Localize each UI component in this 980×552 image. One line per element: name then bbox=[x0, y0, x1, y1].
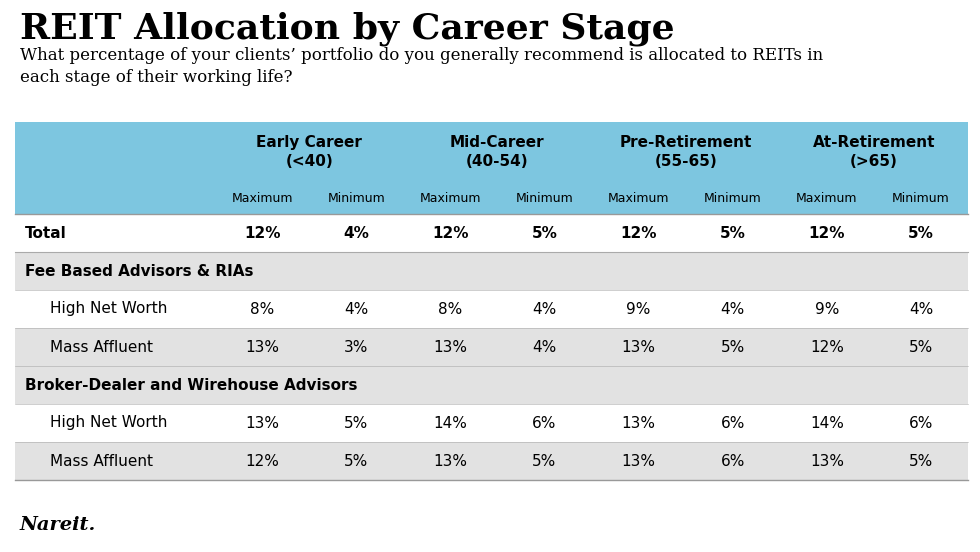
Text: Maximum: Maximum bbox=[796, 192, 858, 204]
Text: 5%: 5% bbox=[908, 454, 933, 469]
Text: High Net Worth: High Net Worth bbox=[50, 416, 168, 431]
Text: Fee Based Advisors & RIAs: Fee Based Advisors & RIAs bbox=[25, 263, 254, 279]
Text: 8%: 8% bbox=[438, 301, 463, 316]
Text: 6%: 6% bbox=[532, 416, 557, 431]
Text: 4%: 4% bbox=[720, 301, 745, 316]
Text: 5%: 5% bbox=[908, 339, 933, 354]
Text: Maximum: Maximum bbox=[231, 192, 293, 204]
Text: 12%: 12% bbox=[432, 226, 468, 241]
Bar bbox=[15, 290, 968, 328]
Text: 6%: 6% bbox=[908, 416, 933, 431]
Text: 5%: 5% bbox=[531, 226, 558, 241]
Text: 4%: 4% bbox=[343, 226, 369, 241]
Text: 12%: 12% bbox=[620, 226, 657, 241]
Bar bbox=[15, 122, 968, 214]
Text: Minimum: Minimum bbox=[327, 192, 385, 204]
Text: 4%: 4% bbox=[532, 339, 557, 354]
Text: Total: Total bbox=[25, 226, 67, 241]
Text: 5%: 5% bbox=[344, 416, 368, 431]
Text: 5%: 5% bbox=[720, 339, 745, 354]
Text: 13%: 13% bbox=[245, 339, 279, 354]
Text: 13%: 13% bbox=[621, 339, 656, 354]
Text: Broker-Dealer and Wirehouse Advisors: Broker-Dealer and Wirehouse Advisors bbox=[25, 378, 358, 392]
Text: 5%: 5% bbox=[719, 226, 746, 241]
Text: 6%: 6% bbox=[720, 454, 745, 469]
Text: 13%: 13% bbox=[433, 339, 467, 354]
Text: 12%: 12% bbox=[245, 454, 279, 469]
Bar bbox=[15, 442, 968, 480]
Text: Mid-Career
(40-54): Mid-Career (40-54) bbox=[450, 135, 545, 169]
Text: 12%: 12% bbox=[808, 226, 845, 241]
Text: 5%: 5% bbox=[908, 226, 934, 241]
Text: Mass Affluent: Mass Affluent bbox=[50, 454, 153, 469]
Text: 13%: 13% bbox=[621, 416, 656, 431]
Text: Maximum: Maximum bbox=[419, 192, 481, 204]
Text: 4%: 4% bbox=[532, 301, 557, 316]
Text: 8%: 8% bbox=[250, 301, 274, 316]
Text: At-Retirement
(>65): At-Retirement (>65) bbox=[812, 135, 935, 169]
Text: 5%: 5% bbox=[532, 454, 557, 469]
Text: Minimum: Minimum bbox=[515, 192, 573, 204]
Bar bbox=[15, 214, 968, 252]
Bar bbox=[15, 252, 968, 290]
Text: 5%: 5% bbox=[344, 454, 368, 469]
Bar bbox=[15, 404, 968, 442]
Text: 13%: 13% bbox=[245, 416, 279, 431]
Text: Early Career
(<40): Early Career (<40) bbox=[256, 135, 362, 169]
Text: 12%: 12% bbox=[809, 339, 844, 354]
Text: Pre-Retirement
(55-65): Pre-Retirement (55-65) bbox=[619, 135, 752, 169]
Text: 14%: 14% bbox=[433, 416, 467, 431]
Bar bbox=[15, 328, 968, 366]
Text: 3%: 3% bbox=[344, 339, 368, 354]
Text: 14%: 14% bbox=[809, 416, 844, 431]
Text: Nareit.: Nareit. bbox=[20, 516, 96, 534]
Text: High Net Worth: High Net Worth bbox=[50, 301, 168, 316]
Text: What percentage of your clients’ portfolio do you generally recommend is allocat: What percentage of your clients’ portfol… bbox=[20, 47, 823, 86]
Text: 13%: 13% bbox=[809, 454, 844, 469]
Text: Mass Affluent: Mass Affluent bbox=[50, 339, 153, 354]
Text: 6%: 6% bbox=[720, 416, 745, 431]
Text: 9%: 9% bbox=[626, 301, 651, 316]
Text: 13%: 13% bbox=[621, 454, 656, 469]
Text: Minimum: Minimum bbox=[892, 192, 950, 204]
Text: 9%: 9% bbox=[814, 301, 839, 316]
Text: Maximum: Maximum bbox=[608, 192, 669, 204]
Text: 4%: 4% bbox=[908, 301, 933, 316]
Text: REIT Allocation by Career Stage: REIT Allocation by Career Stage bbox=[20, 11, 674, 45]
Text: Minimum: Minimum bbox=[704, 192, 761, 204]
Text: 4%: 4% bbox=[344, 301, 368, 316]
Bar bbox=[15, 366, 968, 404]
Text: 12%: 12% bbox=[244, 226, 280, 241]
Text: 13%: 13% bbox=[433, 454, 467, 469]
